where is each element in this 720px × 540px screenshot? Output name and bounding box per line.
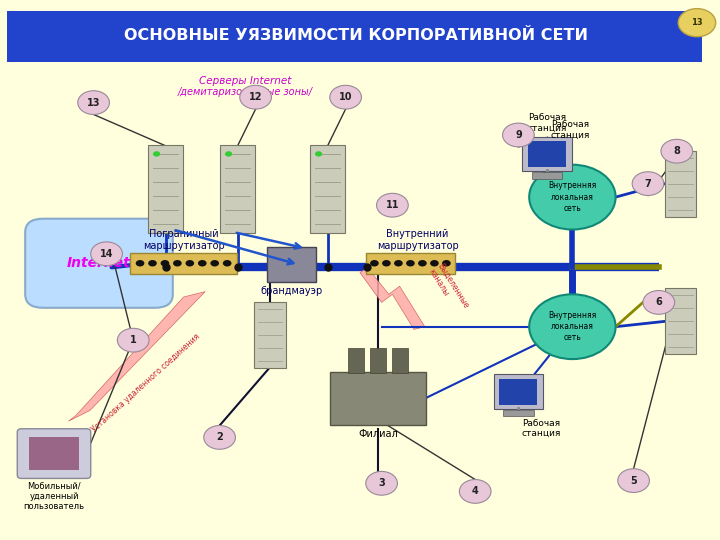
Circle shape — [223, 260, 232, 267]
Text: брандмауэр: брандмауэр — [261, 286, 323, 296]
Circle shape — [678, 9, 716, 37]
FancyBboxPatch shape — [665, 151, 696, 217]
Text: Рабочая
станция: Рабочая станция — [528, 113, 567, 132]
Circle shape — [442, 260, 451, 267]
Text: /демитаризованные зоны/: /демитаризованные зоны/ — [177, 87, 312, 97]
FancyBboxPatch shape — [366, 253, 455, 274]
Text: Серверы Internet: Серверы Internet — [199, 76, 291, 86]
Text: Внутренняя
локальная
сеть: Внутренняя локальная сеть — [548, 311, 597, 342]
Text: 4: 4 — [472, 487, 479, 496]
Text: 8: 8 — [673, 146, 680, 156]
Text: ОСНОВНЫЕ УЯЗВИМОСТИ КОРПОРАТИВНОЙ СЕТИ: ОСНОВНЫЕ УЯЗВИМОСТИ КОРПОРАТИВНОЙ СЕТИ — [125, 28, 588, 43]
Circle shape — [330, 85, 361, 109]
Circle shape — [618, 469, 649, 492]
Circle shape — [459, 480, 491, 503]
Circle shape — [370, 260, 379, 267]
Text: Внутренняя
локальная
сеть: Внутренняя локальная сеть — [548, 181, 597, 213]
Circle shape — [210, 260, 219, 267]
Text: Выделенные
каналы: Выделенные каналы — [426, 262, 470, 316]
Circle shape — [204, 426, 235, 449]
Circle shape — [173, 260, 181, 267]
FancyBboxPatch shape — [310, 145, 346, 233]
Text: 12: 12 — [249, 92, 262, 102]
Circle shape — [315, 151, 323, 157]
FancyBboxPatch shape — [665, 288, 696, 354]
Text: 10: 10 — [339, 92, 352, 102]
FancyBboxPatch shape — [148, 145, 183, 233]
Text: 11: 11 — [386, 200, 399, 210]
Text: 6: 6 — [655, 298, 662, 307]
Circle shape — [91, 242, 122, 266]
Circle shape — [661, 139, 693, 163]
FancyBboxPatch shape — [17, 429, 91, 478]
Circle shape — [503, 123, 534, 147]
Text: 5: 5 — [630, 476, 637, 485]
Polygon shape — [360, 267, 425, 329]
Circle shape — [632, 172, 664, 195]
Text: Рабочая
станция: Рабочая станция — [522, 418, 562, 438]
FancyBboxPatch shape — [267, 247, 317, 282]
Text: 7: 7 — [644, 179, 652, 188]
Text: 9: 9 — [515, 130, 522, 140]
Text: Рабочая
станция: Рабочая станция — [551, 120, 590, 139]
Circle shape — [529, 165, 616, 230]
Text: 3: 3 — [378, 478, 385, 488]
Text: Филиал: Филиал — [358, 429, 398, 440]
Circle shape — [240, 85, 271, 109]
FancyBboxPatch shape — [25, 219, 173, 308]
Circle shape — [161, 260, 169, 267]
Text: Внутренний
маршрутизатор: Внутренний маршрутизатор — [377, 230, 459, 251]
Text: Мобильный/
удаленный
пользователь: Мобильный/ удаленный пользователь — [24, 482, 84, 511]
FancyBboxPatch shape — [29, 437, 79, 470]
Text: Установка удаленного соединения: Установка удаленного соединения — [90, 333, 202, 434]
Circle shape — [198, 260, 207, 267]
Circle shape — [418, 260, 427, 267]
Circle shape — [135, 260, 144, 267]
FancyBboxPatch shape — [500, 379, 537, 405]
FancyBboxPatch shape — [392, 348, 408, 373]
FancyBboxPatch shape — [7, 11, 702, 62]
Text: 13: 13 — [87, 98, 100, 107]
Circle shape — [643, 291, 675, 314]
FancyBboxPatch shape — [348, 348, 364, 373]
Circle shape — [377, 193, 408, 217]
Circle shape — [225, 151, 232, 157]
Circle shape — [186, 260, 194, 267]
FancyBboxPatch shape — [254, 302, 286, 368]
FancyBboxPatch shape — [370, 348, 386, 373]
Text: Пограничный
маршрутизатор: Пограничный маршрутизатор — [143, 230, 225, 251]
Text: 13: 13 — [691, 18, 703, 27]
FancyBboxPatch shape — [494, 374, 544, 409]
FancyBboxPatch shape — [523, 137, 572, 171]
FancyBboxPatch shape — [220, 145, 255, 233]
FancyBboxPatch shape — [503, 410, 534, 416]
Circle shape — [394, 260, 402, 267]
Circle shape — [78, 91, 109, 114]
FancyBboxPatch shape — [130, 253, 238, 274]
Text: 1: 1 — [130, 335, 137, 345]
Text: 2: 2 — [216, 433, 223, 442]
Circle shape — [382, 260, 391, 267]
Text: Internet: Internet — [67, 256, 131, 270]
Circle shape — [117, 328, 149, 352]
Circle shape — [366, 471, 397, 495]
Circle shape — [430, 260, 438, 267]
Circle shape — [406, 260, 415, 267]
Polygon shape — [68, 292, 205, 421]
Circle shape — [153, 151, 161, 157]
Circle shape — [148, 260, 157, 267]
FancyBboxPatch shape — [330, 372, 426, 425]
Text: 14: 14 — [100, 249, 113, 259]
FancyBboxPatch shape — [528, 141, 567, 167]
Circle shape — [529, 294, 616, 359]
FancyBboxPatch shape — [532, 172, 562, 179]
